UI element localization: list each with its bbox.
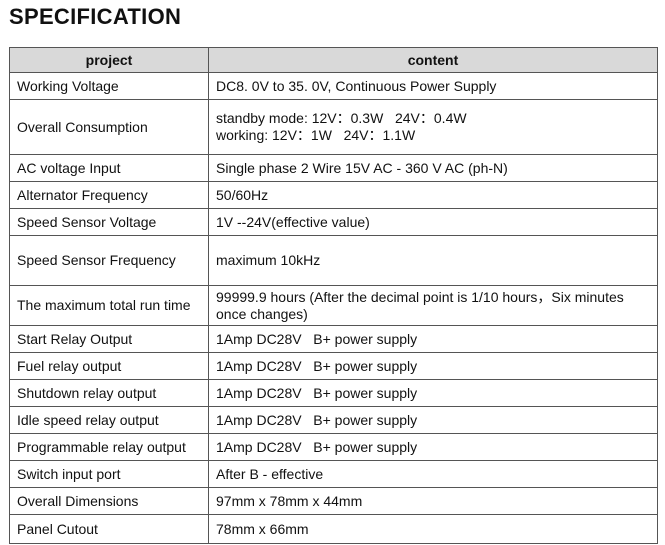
- content-cell: 1Amp DC28V B+ power supply: [208, 325, 658, 353]
- table-row: Idle speed relay output 1Amp DC28V B+ pow…: [9, 406, 658, 434]
- content-cell: 1Amp DC28V B+ power supply: [208, 352, 658, 380]
- table-row: Overall Consumption standby mode: 12V：0.3…: [9, 99, 658, 155]
- content-cell: 50/60Hz: [208, 181, 658, 209]
- label-cell: Speed Sensor Voltage: [9, 208, 209, 236]
- header-row: project content: [9, 47, 658, 73]
- label-cell: The maximum total run time: [9, 285, 209, 326]
- header-cell: content: [208, 47, 658, 73]
- page-title: SPECIFICATION: [9, 4, 182, 29]
- content-cell: 1Amp DC28V B+ power supply: [208, 379, 658, 407]
- table-row: Alternator Frequency 50/60Hz: [9, 181, 658, 209]
- label-cell: Alternator Frequency: [9, 181, 209, 209]
- table-row: Start Relay Output 1Amp DC28V B+ power su…: [9, 325, 658, 353]
- content-cell: standby mode: 12V：0.3W 24V：0.4W working: …: [208, 99, 658, 155]
- table-row: Speed Sensor Frequency maximum 10kHz: [9, 235, 658, 286]
- label-cell: Idle speed relay output: [9, 406, 209, 434]
- content-cell: 1Amp DC28V B+ power supply: [208, 406, 658, 434]
- content-line: working: 12V：1W 24V：1.1W: [216, 127, 416, 143]
- header-cell: project: [9, 47, 209, 73]
- content-cell: After B - effective: [208, 460, 658, 488]
- label-cell: Speed Sensor Frequency: [9, 235, 209, 286]
- content-cell: maximum 10kHz: [208, 235, 658, 286]
- content-cell: 99999.9 hours (After the decimal point i…: [208, 285, 658, 326]
- table-row: Fuel relay output 1Amp DC28V B+ power sup…: [9, 352, 658, 380]
- table-row: Switch input port After B - effective: [9, 460, 658, 488]
- table-row: AC voltage Input Single phase 2 Wire 15V …: [9, 154, 658, 182]
- content-cell: 97mm x 78mm x 44mm: [208, 487, 658, 515]
- content-cell: DC8. 0V to 35. 0V, Continuous Power Supp…: [208, 72, 658, 100]
- table-row: Shutdown relay output 1Amp DC28V B+ power…: [9, 379, 658, 407]
- label-cell: Switch input port: [9, 460, 209, 488]
- spec-table: project content Working Voltage DC8. 0V t…: [9, 47, 658, 544]
- label-cell: Panel Cutout: [9, 514, 209, 544]
- content-cell: Single phase 2 Wire 15V AC - 360 V AC (p…: [208, 154, 658, 182]
- label-cell: Working Voltage: [9, 72, 209, 100]
- table-row: Programmable relay output 1Amp DC28V B+ p…: [9, 433, 658, 461]
- table-row: The maximum total run time 99999.9 hours …: [9, 285, 658, 326]
- label-cell: Fuel relay output: [9, 352, 209, 380]
- table-row: Overall Dimensions 97mm x 78mm x 44mm: [9, 487, 658, 515]
- table-row: Working Voltage DC8. 0V to 35. 0V, Contin…: [9, 72, 658, 100]
- content-cell: 1V --24V(effective value): [208, 208, 658, 236]
- label-cell: Start Relay Output: [9, 325, 209, 353]
- content-cell: 1Amp DC28V B+ power supply: [208, 433, 658, 461]
- table-row: Panel Cutout 78mm x 66mm: [9, 514, 658, 544]
- label-cell: Overall Consumption: [9, 99, 209, 155]
- label-cell: Overall Dimensions: [9, 487, 209, 515]
- table-row: Speed Sensor Voltage 1V --24V(effective v…: [9, 208, 658, 236]
- content-cell: 78mm x 66mm: [208, 514, 658, 544]
- label-cell: Shutdown relay output: [9, 379, 209, 407]
- label-cell: AC voltage Input: [9, 154, 209, 182]
- content-line: standby mode: 12V：0.3W 24V：0.4W: [216, 110, 467, 126]
- label-cell: Programmable relay output: [9, 433, 209, 461]
